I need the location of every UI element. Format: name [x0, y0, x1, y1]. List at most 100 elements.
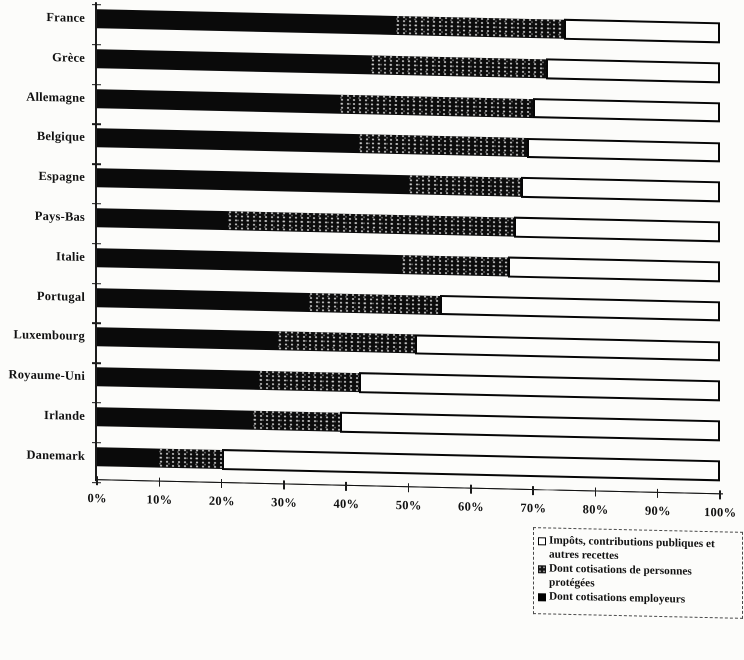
- y-axis-tick: [91, 43, 101, 46]
- x-axis-tick-label: 100%: [703, 504, 737, 520]
- x-axis-tick: [220, 478, 223, 488]
- bar-segment-cotisations-employeurs: [97, 88, 340, 114]
- y-axis-tick: [91, 441, 101, 444]
- legend-item: Impôts, contributions publiques et autre…: [538, 534, 739, 566]
- bar-segment-cotisations-personnes-protegees: [159, 448, 222, 469]
- country-label: Grèce: [52, 49, 85, 65]
- bar-row: Grèce: [0, 47, 744, 83]
- x-axis-tick: [594, 486, 597, 497]
- x-axis-tick: [345, 481, 347, 491]
- bar-segment-impots-recettes: [533, 97, 720, 123]
- bar-row: Royaume-Uni: [0, 365, 744, 402]
- x-axis-tick: [719, 489, 721, 499]
- legend: Impôts, contributions publiques et autre…: [533, 527, 743, 619]
- bar-segment-impots-recettes: [439, 294, 720, 322]
- country-label: Allemagne: [26, 89, 85, 105]
- bar-row: France: [0, 7, 744, 44]
- legend-swatch-dark-speckled-icon: [538, 564, 546, 574]
- x-axis-tick-label: 10%: [146, 492, 173, 507]
- bar-segment-cotisations-employeurs: [97, 407, 253, 430]
- bar-segment-cotisations-employeurs: [97, 48, 372, 75]
- bar-row: Espagne: [0, 166, 744, 203]
- country-label: Portugal: [36, 288, 85, 304]
- x-axis-tick-label: 50%: [395, 497, 422, 513]
- x-axis-tick-label: 0%: [87, 490, 107, 506]
- x-axis-tick-label: 70%: [520, 500, 547, 516]
- country-label: Belgique: [36, 129, 85, 145]
- country-label: France: [46, 10, 85, 25]
- x-axis-tick: [158, 477, 161, 487]
- y-axis-tick: [91, 322, 101, 325]
- legend-item: Dont cotisations de personnes protégées: [538, 562, 739, 594]
- legend-label: Dont cotisations de personnes protégées: [549, 562, 692, 590]
- country-label: Luxembourg: [13, 327, 85, 344]
- bar-segment-impots-recettes: [564, 19, 720, 44]
- country-label: Espagne: [38, 169, 85, 185]
- bar-row: Irlande: [0, 405, 744, 442]
- bar-row: Italie: [0, 246, 744, 282]
- bar-row: Belgique: [0, 126, 744, 163]
- y-axis-tick: [91, 83, 101, 86]
- bar-segment-cotisations-employeurs: [97, 168, 409, 195]
- bar-segment-impots-recettes: [514, 216, 720, 243]
- x-axis-tick: [407, 482, 410, 492]
- country-label: Irlande: [44, 407, 85, 423]
- bar-segment-impots-recettes: [508, 256, 720, 282]
- bar-segment-cotisations-employeurs: [97, 446, 160, 468]
- x-axis-tick: [532, 485, 534, 495]
- y-axis-tick: [91, 282, 101, 285]
- y-axis-tick: [91, 4, 101, 6]
- bar-row: Luxembourg: [0, 325, 744, 362]
- legend-swatch-white-outlined-icon: [538, 536, 546, 545]
- bar-row: Danemark: [0, 445, 744, 481]
- bar-segment-impots-recettes: [526, 137, 720, 163]
- y-axis-tick: [91, 242, 101, 245]
- x-axis-tick-label: 90%: [644, 503, 671, 519]
- bar-segment-cotisations-personnes-protegees: [358, 134, 527, 158]
- y-axis-tick: [91, 402, 101, 404]
- bar-segment-impots-recettes: [339, 411, 720, 442]
- country-label: Pays-Bas: [34, 208, 85, 224]
- bar-segment-cotisations-personnes-protegees: [371, 55, 546, 79]
- x-axis-tick-label: 20%: [208, 493, 235, 509]
- bar-segment-cotisations-personnes-protegees: [308, 292, 440, 315]
- y-axis-tick: [91, 123, 101, 126]
- bar-segment-cotisations-personnes-protegees: [408, 175, 521, 198]
- country-label: Italie: [56, 249, 85, 264]
- y-axis-tick: [91, 163, 101, 165]
- bar-segment-cotisations-employeurs: [97, 9, 397, 35]
- bar-segment-cotisations-employeurs: [97, 208, 228, 231]
- x-axis-tick-label: 80%: [582, 502, 609, 517]
- bar-segment-cotisations-employeurs: [97, 327, 278, 351]
- bar-segment-cotisations-employeurs: [97, 367, 259, 391]
- bars-area: France Grèce Allemagne Belgique Espagne Pays-…: [0, 0, 744, 481]
- x-axis-tick: [470, 484, 472, 494]
- legend-swatch-solid-black-icon: [538, 593, 546, 602]
- country-label: Danemark: [26, 447, 85, 463]
- legend-label: Dont cotisations employeurs: [549, 590, 686, 606]
- x-axis-tick-label: 30%: [271, 495, 298, 510]
- bar-segment-cotisations-employeurs: [97, 128, 359, 154]
- bar-segment-impots-recettes: [221, 449, 720, 481]
- bar-segment-cotisations-personnes-protegees: [252, 410, 340, 432]
- bar-segment-cotisations-employeurs: [97, 287, 309, 312]
- bar-segment-cotisations-personnes-protegees: [339, 94, 534, 118]
- x-axis-tick: [656, 488, 659, 498]
- x-axis-tick: [96, 475, 98, 485]
- bar-segment-impots-recettes: [520, 177, 720, 203]
- legend-label: Impôts, contributions publiques et autre…: [549, 534, 715, 562]
- bar-row: Portugal: [0, 286, 744, 322]
- bar-segment-cotisations-employeurs: [97, 247, 403, 274]
- y-axis-tick: [91, 362, 101, 364]
- bar-segment-cotisations-personnes-protegees: [258, 371, 359, 393]
- bar-segment-impots-recettes: [545, 58, 720, 83]
- x-axis-tick-label: 40%: [333, 496, 360, 512]
- country-label: Royaume-Uni: [8, 367, 85, 384]
- bar-segment-cotisations-personnes-protegees: [402, 254, 509, 277]
- bar-segment-cotisations-personnes-protegees: [277, 331, 415, 354]
- bar-segment-impots-recettes: [414, 334, 720, 362]
- x-axis-tick: [283, 479, 285, 489]
- bar-row: Pays-Bas: [0, 206, 744, 243]
- bar-segment-impots-recettes: [358, 372, 720, 402]
